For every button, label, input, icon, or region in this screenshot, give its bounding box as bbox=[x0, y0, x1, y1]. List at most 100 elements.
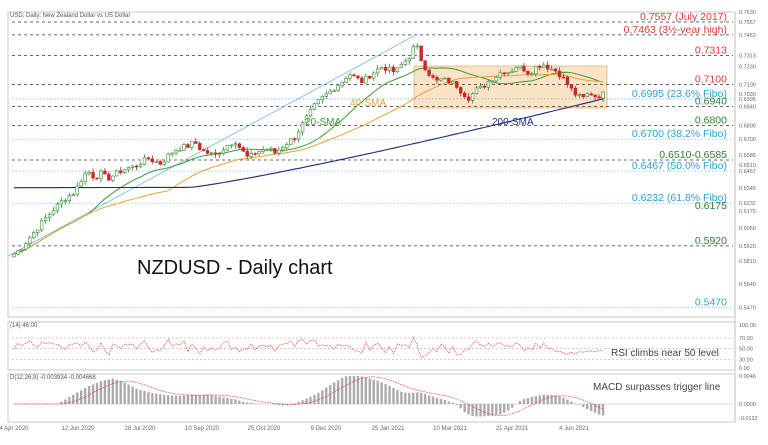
candle-body-26 bbox=[115, 170, 119, 177]
sma200-line bbox=[13, 98, 604, 189]
candle-body-54 bbox=[225, 145, 230, 151]
macd-tick-0: 0.0046 bbox=[739, 374, 756, 380]
sma200-annotation: 200-SMA bbox=[492, 117, 534, 128]
candle-body-127 bbox=[514, 67, 518, 72]
candle-body-35 bbox=[150, 158, 155, 162]
candle-body-60 bbox=[249, 153, 253, 157]
candle-body-72 bbox=[296, 131, 301, 140]
time-tick-4: 25 Oct 2020 bbox=[248, 426, 281, 432]
candle-body-45 bbox=[190, 141, 194, 148]
candle-body-51 bbox=[213, 152, 218, 155]
candle-body-80 bbox=[328, 90, 332, 95]
candle-body-105 bbox=[427, 69, 431, 76]
candle-body-83 bbox=[340, 82, 344, 87]
candle-body-53 bbox=[221, 149, 226, 155]
candle-body-146 bbox=[589, 93, 593, 96]
candle-body-62 bbox=[257, 151, 261, 155]
chart-title: NZDUSD - Daily chart bbox=[137, 257, 333, 279]
candle-body-50 bbox=[209, 152, 214, 155]
candle-body-57 bbox=[237, 143, 242, 148]
candle-body-122 bbox=[494, 76, 498, 82]
candle-body-40 bbox=[170, 152, 174, 155]
candle-body-0 bbox=[12, 253, 16, 258]
candle-body-110 bbox=[447, 77, 451, 84]
macd-note: MACD surpasses trigger line bbox=[593, 382, 721, 393]
level-label-6: 0.6800 bbox=[695, 115, 727, 127]
candle-body-28 bbox=[122, 169, 127, 173]
rsi-indicator: 100.00 70.00 50.00 30.00 0.00 bbox=[12, 323, 756, 372]
candle-body-9 bbox=[47, 213, 52, 218]
rsi-tick-4: 0.00 bbox=[739, 366, 750, 372]
candle-body-3 bbox=[24, 243, 28, 250]
price-tick-17: 0.6050 bbox=[739, 226, 756, 232]
candle-body-102 bbox=[415, 45, 419, 48]
candle-body-123 bbox=[498, 72, 502, 78]
candle-body-38 bbox=[162, 161, 166, 165]
price-tick-13: 0.6467 bbox=[739, 169, 756, 175]
price-tick-3: 0.7313 bbox=[739, 53, 756, 59]
candle-body-21 bbox=[95, 177, 99, 180]
candle-body-144 bbox=[581, 94, 585, 98]
level-label-11: 0.6175 bbox=[695, 200, 727, 212]
uptrend-line bbox=[7, 35, 415, 257]
candle-body-10 bbox=[51, 210, 56, 215]
candle-body-124 bbox=[502, 72, 506, 75]
candle-body-70 bbox=[289, 138, 293, 146]
price-tick-15: 0.6232 bbox=[739, 201, 756, 207]
candle-body-42 bbox=[178, 149, 182, 152]
candle-body-148 bbox=[597, 96, 601, 99]
candle-body-121 bbox=[490, 80, 495, 83]
candle-body-2 bbox=[20, 248, 24, 251]
candle-body-20 bbox=[91, 171, 95, 179]
candle-body-6 bbox=[36, 229, 40, 233]
candle-body-18 bbox=[83, 173, 87, 183]
candle-body-71 bbox=[292, 138, 297, 141]
price-tick-10: 0.6700 bbox=[739, 137, 756, 143]
candle-body-61 bbox=[253, 153, 257, 155]
candle-body-92 bbox=[375, 68, 380, 74]
candle-body-90 bbox=[368, 75, 372, 79]
candle-body-141 bbox=[569, 84, 574, 89]
macd-signal-line bbox=[14, 376, 604, 417]
candle-body-29 bbox=[126, 167, 131, 170]
macd-header-label: D(12,26,9) -0.003934 -0.004668 bbox=[10, 375, 96, 381]
candle-body-23 bbox=[103, 170, 107, 175]
candle-body-79 bbox=[324, 93, 328, 97]
candle-body-81 bbox=[332, 90, 336, 93]
rsi-header-label: (14) 46.00 bbox=[10, 323, 38, 329]
moving-averages bbox=[13, 67, 604, 255]
price-tick-18: 0.5920 bbox=[739, 244, 756, 250]
candle-body-107 bbox=[435, 77, 439, 81]
main-panel-frame bbox=[7, 11, 736, 318]
rsi-line bbox=[13, 336, 604, 359]
candle-body-130 bbox=[526, 70, 530, 75]
candle-body-93 bbox=[379, 67, 384, 70]
candle-body-43 bbox=[182, 144, 186, 151]
macd-tick-1: 0.0000 bbox=[739, 402, 756, 408]
candle-body-143 bbox=[577, 94, 581, 96]
candle-body-96 bbox=[391, 66, 396, 72]
candle-body-12 bbox=[59, 200, 64, 205]
rsi-tick-0: 100.00 bbox=[739, 323, 756, 329]
candle-body-73 bbox=[300, 122, 305, 133]
candle-body-30 bbox=[130, 165, 135, 168]
price-tick-11: 0.6585 bbox=[739, 153, 756, 159]
candle-body-137 bbox=[553, 68, 558, 72]
time-tick-6: 25 Jan 2021 bbox=[371, 426, 405, 432]
candle-body-47 bbox=[198, 143, 202, 150]
rsi-panel-frame bbox=[7, 321, 736, 371]
candle-body-140 bbox=[565, 76, 570, 85]
candle-body-147 bbox=[593, 94, 597, 98]
candle-body-86 bbox=[352, 74, 356, 77]
candle-body-132 bbox=[534, 66, 538, 75]
candle-body-65 bbox=[269, 148, 273, 150]
level-label-13: 0.5470 bbox=[695, 296, 727, 308]
sma40-annotation: 40-SMA bbox=[350, 98, 386, 109]
candle-body-11 bbox=[55, 203, 60, 212]
price-tick-4: 0.7230 bbox=[739, 65, 756, 71]
candle-body-24 bbox=[107, 173, 111, 181]
candle-body-67 bbox=[277, 149, 281, 154]
level-label-10: 0.6232 (61.8% Fibo) bbox=[632, 192, 727, 204]
candle-body-129 bbox=[522, 65, 526, 72]
candle-body-68 bbox=[281, 147, 285, 151]
